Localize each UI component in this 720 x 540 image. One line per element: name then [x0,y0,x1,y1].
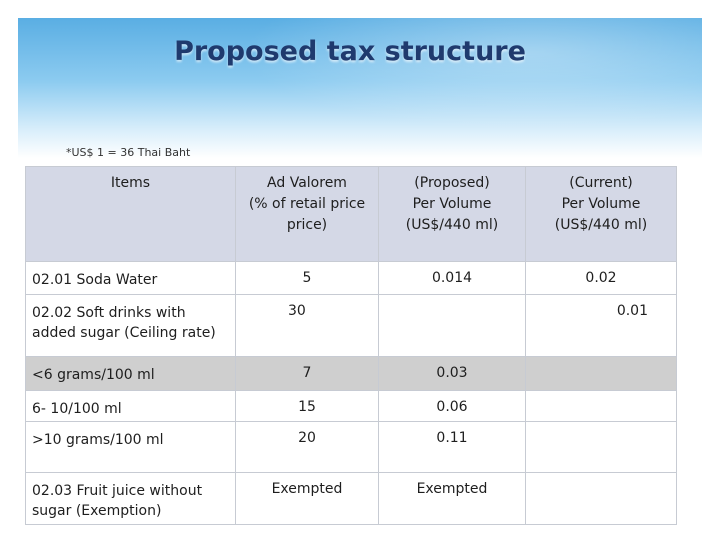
exchange-rate-note: *US$ 1 = 36 Thai Baht [66,146,191,159]
row-current [525,356,677,391]
table-row: >10 grams/100 ml 20 0.11 [25,421,677,473]
row-current [525,421,677,473]
row-item: 02.03 Fruit juice without sugar (Exempti… [25,472,236,525]
row-proposed: 0.014 [378,261,526,295]
header-band [18,18,702,158]
header-proposed-line1: (Proposed) [414,175,490,191]
row-ad-valorem: 5 [235,261,379,295]
row-item-text: 02.01 Soda Water [32,272,158,288]
header-current-line3: (US$/440 ml) [554,217,648,233]
table-header-row: Items Ad Valorem (% of retail price pric… [25,166,677,262]
row-proposed: 0.06 [378,390,526,422]
header-items-label: Items [110,175,151,191]
table-row: 02.02 Soft drinks with added sugar (Ceil… [25,294,677,357]
header-current: (Current) Per Volume (US$/440 ml) [525,166,677,262]
row-item: 6- 10/100 ml [25,390,236,422]
header-ad-valorem-line2: (% of retail price [248,196,366,212]
row-current [525,472,677,525]
row-item: 02.02 Soft drinks with added sugar (Ceil… [25,294,236,357]
header-proposed: (Proposed) Per Volume (US$/440 ml) [378,166,526,262]
row-item-text: 02.02 Soft drinks with [32,305,186,321]
row-item: 02.01 Soda Water [25,261,236,295]
row-item-text: 02.03 Fruit juice without [32,483,203,499]
row-proposed: 0.11 [378,421,526,473]
header-ad-valorem: Ad Valorem (% of retail price price) [235,166,379,262]
header-current-line2: Per Volume [561,196,641,212]
table-row: 6- 10/100 ml 15 0.06 [25,390,677,422]
table-row: 02.01 Soda Water 5 0.014 0.02 [25,261,677,295]
row-ad-valorem: 7 [235,356,379,391]
row-ad-valorem: 15 [235,390,379,422]
row-item-text: sugar (Exemption) [32,503,162,519]
row-proposed: 0.03 [378,356,526,391]
slide-title: Proposed tax structure [174,36,526,67]
header-proposed-line3: (US$/440 ml) [405,217,499,233]
row-current [525,390,677,422]
table-row-highlighted: <6 grams/100 ml 7 0.03 [25,356,677,391]
row-current: 0.01 [525,294,677,357]
table-row: 02.03 Fruit juice without sugar (Exempti… [25,472,677,525]
row-proposed [378,294,526,357]
header-current-line1: (Current) [569,175,633,191]
row-ad-valorem: 30 [235,294,379,357]
header-ad-valorem-line1: Ad Valorem [267,175,347,191]
row-item: <6 grams/100 ml [25,356,236,391]
row-item-text: 6- 10/100 ml [32,401,122,417]
tax-structure-table: Items Ad Valorem (% of retail price pric… [25,166,677,525]
row-item: >10 grams/100 ml [25,421,236,473]
row-proposed: Exempted [378,472,526,525]
row-current: 0.02 [525,261,677,295]
row-item-text: <6 grams/100 ml [32,367,155,383]
row-item-text: added sugar (Ceiling rate) [32,325,216,341]
header-proposed-line2: Per Volume [412,196,492,212]
row-item-text: >10 grams/100 ml [32,432,164,448]
header-items: Items [25,166,236,262]
row-ad-valorem: Exempted [235,472,379,525]
tax-table-wrapper: Items Ad Valorem (% of retail price pric… [25,166,677,525]
row-ad-valorem: 20 [235,421,379,473]
header-ad-valorem-line3: price) [286,217,328,233]
